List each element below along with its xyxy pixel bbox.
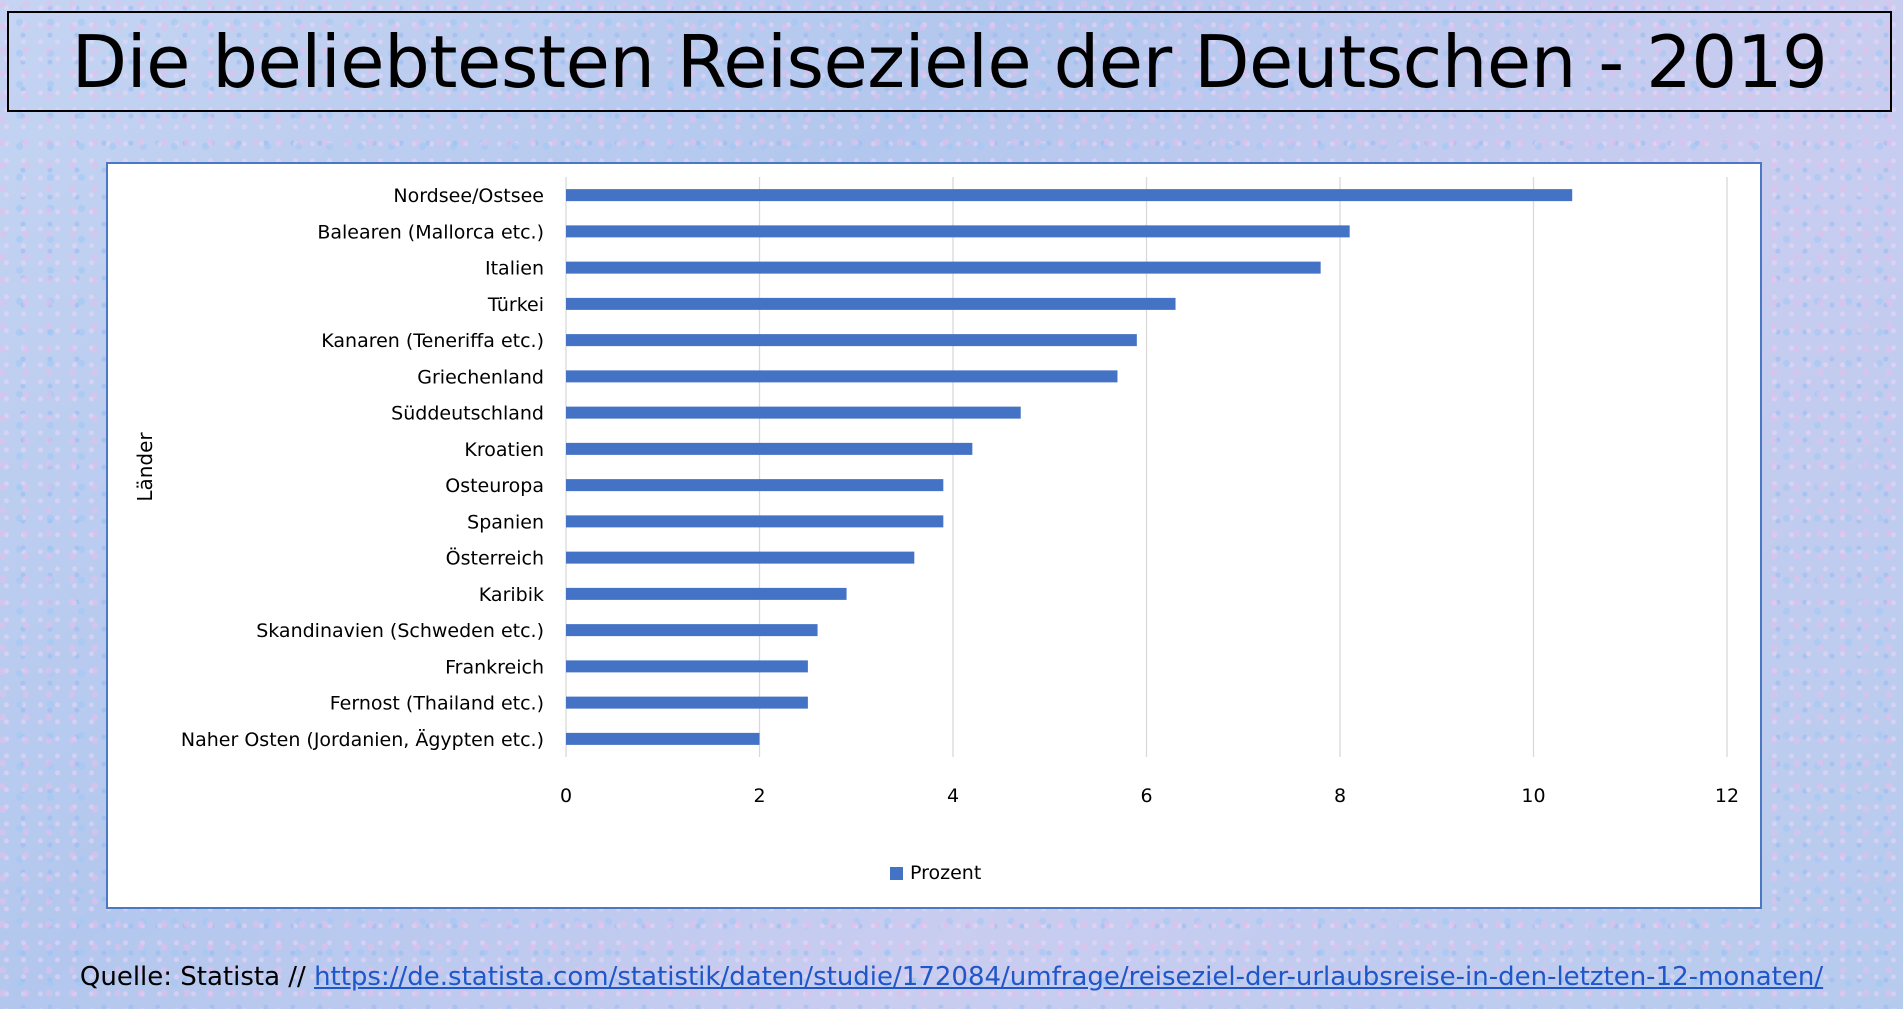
bar-1 (566, 189, 1573, 202)
category-label-15: Fernost (Thailand etc.) (330, 693, 544, 715)
category-label-4: Türkei (487, 294, 544, 316)
category-label-11: Österreich (446, 547, 544, 570)
bar-10 (566, 515, 944, 528)
bar-16 (566, 732, 760, 745)
x-tick-label-2: 2 (753, 785, 765, 807)
legend-swatch (890, 867, 903, 880)
x-tick-label-4: 4 (947, 785, 959, 807)
category-label-9: Osteuropa (445, 475, 544, 497)
bar-9 (566, 479, 944, 492)
bar-8 (566, 442, 973, 455)
y-axis-title: Länder (133, 432, 157, 502)
category-label-8: Kroatien (464, 439, 544, 461)
bar-12 (566, 587, 847, 600)
x-tick-label-0: 0 (560, 785, 572, 807)
source-link[interactable]: https://de.statista.com/statistik/daten/… (314, 962, 1824, 992)
category-label-5: Kanaren (Teneriffa etc.) (321, 330, 544, 352)
page-title: Die beliebtesten Reiseziele der Deutsche… (71, 19, 1828, 104)
category-label-14: Frankreich (445, 656, 544, 678)
category-label-6: Griechenland (417, 366, 544, 388)
bar-chart: 0 2 4 6 8 10 12 Nordsee/Ostsee Balearen (Mallorc… (133, 177, 1739, 884)
category-label-16: Naher Osten (Jordanien, Ägypten etc.) (181, 728, 544, 751)
category-label-13: Skandinavien (Schweden etc.) (256, 620, 544, 642)
x-tick-label-12: 12 (1715, 785, 1739, 807)
bar-13 (566, 624, 818, 637)
category-label-12: Karibik (479, 584, 544, 606)
bar-15 (566, 696, 808, 709)
category-label-10: Spanien (467, 511, 544, 533)
bar-6 (566, 370, 1118, 383)
category-label-1: Nordsee/Ostsee (393, 185, 544, 207)
source-label: Quelle: Statista // (79, 962, 315, 992)
bar-7 (566, 406, 1021, 419)
x-tick-label-8: 8 (1334, 785, 1346, 807)
x-tick-label-10: 10 (1521, 785, 1545, 807)
bar-14 (566, 660, 808, 673)
bar-11 (566, 551, 915, 564)
category-label-7: Süddeutschland (391, 403, 544, 425)
title-box: Die beliebtesten Reiseziele der Deutsche… (7, 11, 1892, 112)
bar-2 (566, 225, 1350, 238)
x-tick-label-6: 6 (1140, 785, 1152, 807)
category-label-3: Italien (485, 258, 544, 280)
source-line: Quelle: Statista // https://de.statista.… (0, 962, 1903, 992)
legend-label: Prozent (910, 862, 981, 884)
chart-area: 0 2 4 6 8 10 12 Nordsee/Ostsee Balearen (Mallorc… (106, 162, 1762, 909)
bar-3 (566, 261, 1321, 274)
category-label-2: Balearen (Mallorca etc.) (317, 221, 544, 243)
bar-4 (566, 297, 1176, 310)
bar-5 (566, 334, 1137, 347)
